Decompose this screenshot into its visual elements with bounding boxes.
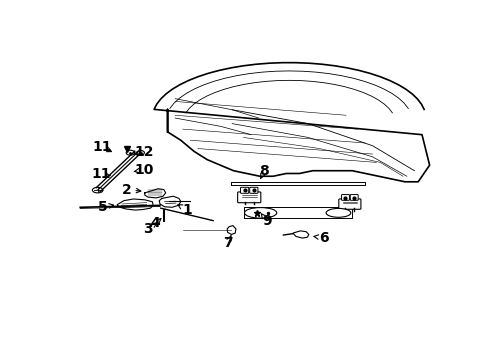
Text: 3: 3 [143, 222, 153, 236]
FancyBboxPatch shape [339, 199, 361, 209]
Polygon shape [159, 196, 181, 207]
Polygon shape [293, 231, 309, 238]
Polygon shape [227, 226, 236, 234]
Text: 5: 5 [98, 200, 108, 214]
FancyBboxPatch shape [241, 187, 249, 193]
Polygon shape [145, 189, 166, 198]
Text: 6: 6 [319, 231, 329, 245]
Text: 10: 10 [134, 163, 154, 177]
Text: 2: 2 [122, 183, 131, 197]
Text: 9: 9 [262, 214, 272, 228]
Text: 4: 4 [150, 216, 160, 230]
Text: 1: 1 [182, 203, 192, 217]
Text: 7: 7 [223, 236, 232, 250]
FancyBboxPatch shape [350, 194, 358, 200]
FancyBboxPatch shape [342, 194, 349, 200]
Text: 11: 11 [91, 167, 111, 181]
Ellipse shape [245, 208, 277, 218]
FancyBboxPatch shape [238, 192, 261, 203]
Text: 11: 11 [93, 140, 112, 154]
Ellipse shape [326, 208, 351, 217]
Text: 12: 12 [134, 145, 154, 159]
Polygon shape [118, 199, 153, 210]
FancyBboxPatch shape [250, 187, 258, 193]
Text: 8: 8 [260, 164, 270, 178]
